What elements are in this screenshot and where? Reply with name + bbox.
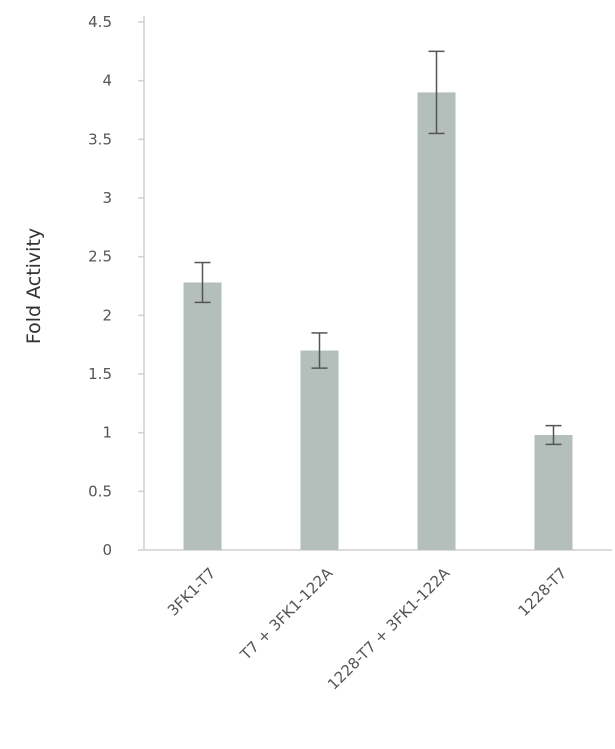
y-tick-label: 0 [102, 541, 112, 559]
y-tick-label: 4 [102, 72, 112, 90]
x-tick-label: 1228-T7 [515, 564, 571, 620]
y-tick-label: 3.5 [88, 130, 112, 148]
y-tick-label: 1.5 [88, 365, 112, 383]
bar [417, 92, 456, 551]
y-tick-label: 2.5 [88, 248, 112, 266]
error-bar [194, 261, 211, 304]
x-tick-label: 3FK1-T7 [164, 564, 219, 619]
y-tick-label: 4.5 [88, 13, 112, 31]
y-tick-label: 1 [102, 424, 112, 442]
bar [534, 435, 573, 550]
y-tick-label: 0.5 [88, 482, 112, 500]
error-bar [311, 332, 328, 369]
bar [183, 282, 222, 550]
error-bar [428, 50, 445, 135]
y-axis-title: Fold Activity [23, 228, 45, 344]
y-tick-label: 2 [102, 306, 112, 324]
error-bars [194, 50, 562, 446]
y-ticks: 0 0.5 1 1.5 2 2.5 3 3.5 4 4.5 [88, 13, 144, 559]
y-tick-label: 3 [102, 189, 112, 207]
x-tick-label: T7 + 3FK1-122A [236, 564, 337, 665]
bar [300, 350, 339, 550]
x-tick-label: 1228-T7 + 3FK1-122A [324, 564, 454, 694]
error-bar [545, 424, 562, 446]
bars [183, 92, 573, 551]
axes [143, 16, 612, 551]
